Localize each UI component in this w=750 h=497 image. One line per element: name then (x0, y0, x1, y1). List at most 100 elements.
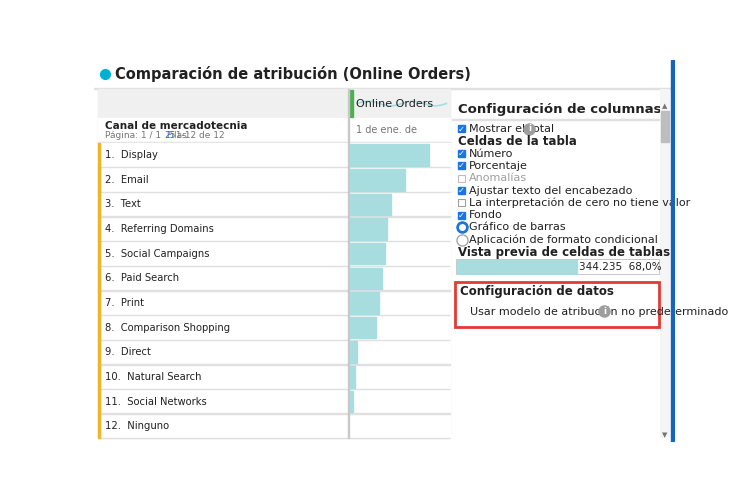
Bar (350, 144, 428, 166)
Bar (350, 243, 385, 264)
Bar (458, 199, 465, 206)
Text: Fondo: Fondo (469, 210, 502, 220)
Bar (98, 143, 450, 167)
Text: ✓: ✓ (458, 149, 465, 158)
Bar (98, 217, 100, 242)
Text: 12.  Ninguno: 12. Ninguno (104, 421, 169, 431)
Text: Ajustar texto del encabezado: Ajustar texto del encabezado (469, 185, 632, 195)
Bar (458, 212, 465, 219)
Bar (98, 242, 450, 266)
Bar (98, 118, 450, 143)
Text: Porcentaje: Porcentaje (469, 161, 528, 171)
Text: Canal de mercadotecnia: Canal de mercadotecnia (105, 121, 248, 131)
Bar (350, 267, 382, 289)
Bar (98, 414, 450, 438)
Bar (671, 60, 675, 442)
Bar (455, 282, 658, 327)
Bar (457, 259, 658, 274)
Text: Número: Número (469, 149, 513, 159)
Bar (98, 315, 450, 340)
Text: Anomalías: Anomalías (469, 173, 527, 183)
Bar (350, 391, 353, 413)
Text: 7.  Print: 7. Print (104, 298, 143, 308)
Bar (98, 315, 100, 340)
Bar (98, 192, 450, 217)
Bar (98, 143, 100, 167)
Text: 11.  Social Networks: 11. Social Networks (104, 397, 206, 407)
Text: Comparación de atribución (Online Orders): Comparación de atribución (Online Orders… (116, 66, 471, 83)
Text: Online Orders: Online Orders (356, 98, 433, 108)
Bar (98, 389, 450, 414)
Text: i: i (603, 307, 606, 316)
Text: 3.  Text: 3. Text (104, 199, 140, 209)
Text: 2.  Email: 2. Email (104, 175, 148, 185)
Bar (661, 111, 669, 142)
Bar (98, 291, 100, 315)
Bar (460, 308, 466, 315)
Bar (350, 366, 355, 388)
Bar (98, 365, 100, 389)
Bar (98, 192, 100, 217)
Bar (98, 291, 450, 315)
Bar (98, 340, 450, 365)
Text: Usar modelo de atribución no predeterminado: Usar modelo de atribución no predetermin… (470, 306, 729, 317)
Bar (350, 169, 405, 190)
Text: 1.  Display: 1. Display (104, 150, 158, 160)
Text: 1 de ene. de: 1 de ene. de (356, 125, 417, 136)
Text: 10.  Natural Search: 10. Natural Search (104, 372, 201, 382)
Bar (98, 414, 100, 438)
Bar (452, 89, 671, 438)
Text: 25: 25 (164, 131, 176, 140)
Bar (350, 317, 376, 338)
Text: ✓: ✓ (458, 186, 465, 195)
Bar (94, 88, 675, 89)
Bar (458, 163, 465, 169)
Text: Vista previa de celdas de tablas: Vista previa de celdas de tablas (458, 246, 670, 258)
Bar (98, 142, 450, 143)
Text: 1-12 de 12: 1-12 de 12 (170, 131, 225, 140)
Text: 4.  Referring Domains: 4. Referring Domains (104, 224, 214, 234)
Bar (458, 150, 465, 157)
Text: Configuración de columnas: Configuración de columnas (458, 103, 662, 116)
Bar (98, 167, 450, 192)
Bar (458, 187, 465, 194)
Text: 6.  Paid Search: 6. Paid Search (104, 273, 178, 283)
Text: ▼: ▼ (662, 432, 668, 438)
Bar (98, 266, 100, 291)
Text: Página: 1 / 1  Filas:: Página: 1 / 1 Filas: (105, 131, 193, 140)
Text: ✓: ✓ (458, 162, 465, 170)
Text: 9.  Direct: 9. Direct (104, 347, 151, 357)
Bar (94, 60, 675, 88)
Text: Gráfico de barras: Gráfico de barras (469, 223, 566, 233)
Bar (458, 175, 465, 182)
Bar (98, 389, 100, 414)
Bar (98, 217, 450, 242)
Text: Aplicación de formato condicional: Aplicación de formato condicional (469, 235, 658, 245)
Text: Mostrar el total: Mostrar el total (469, 124, 554, 134)
Text: La interpretación de cero no tiene valor: La interpretación de cero no tiene valor (469, 198, 690, 208)
Bar (350, 341, 357, 363)
Bar (660, 89, 670, 438)
Bar (98, 89, 450, 118)
Bar (98, 266, 450, 291)
Bar (98, 365, 450, 389)
Text: 5.  Social Campaigns: 5. Social Campaigns (104, 248, 209, 258)
Bar (350, 218, 387, 240)
Bar (350, 194, 392, 215)
Text: Configuración de datos: Configuración de datos (460, 285, 614, 298)
Bar (452, 119, 660, 120)
Text: 8.  Comparison Shopping: 8. Comparison Shopping (104, 323, 230, 332)
Text: ✓: ✓ (458, 124, 465, 133)
Bar (98, 89, 450, 438)
Bar (350, 90, 352, 117)
Bar (98, 167, 100, 192)
Bar (458, 260, 578, 274)
Bar (350, 292, 380, 314)
Text: ▲: ▲ (662, 103, 668, 109)
Text: Celdas de la tabla: Celdas de la tabla (458, 135, 577, 148)
Bar (458, 125, 465, 132)
Text: ✓: ✓ (458, 211, 465, 220)
Text: i: i (528, 124, 531, 133)
Text: 344.235  68,0%: 344.235 68,0% (579, 262, 662, 272)
Bar (98, 340, 100, 365)
